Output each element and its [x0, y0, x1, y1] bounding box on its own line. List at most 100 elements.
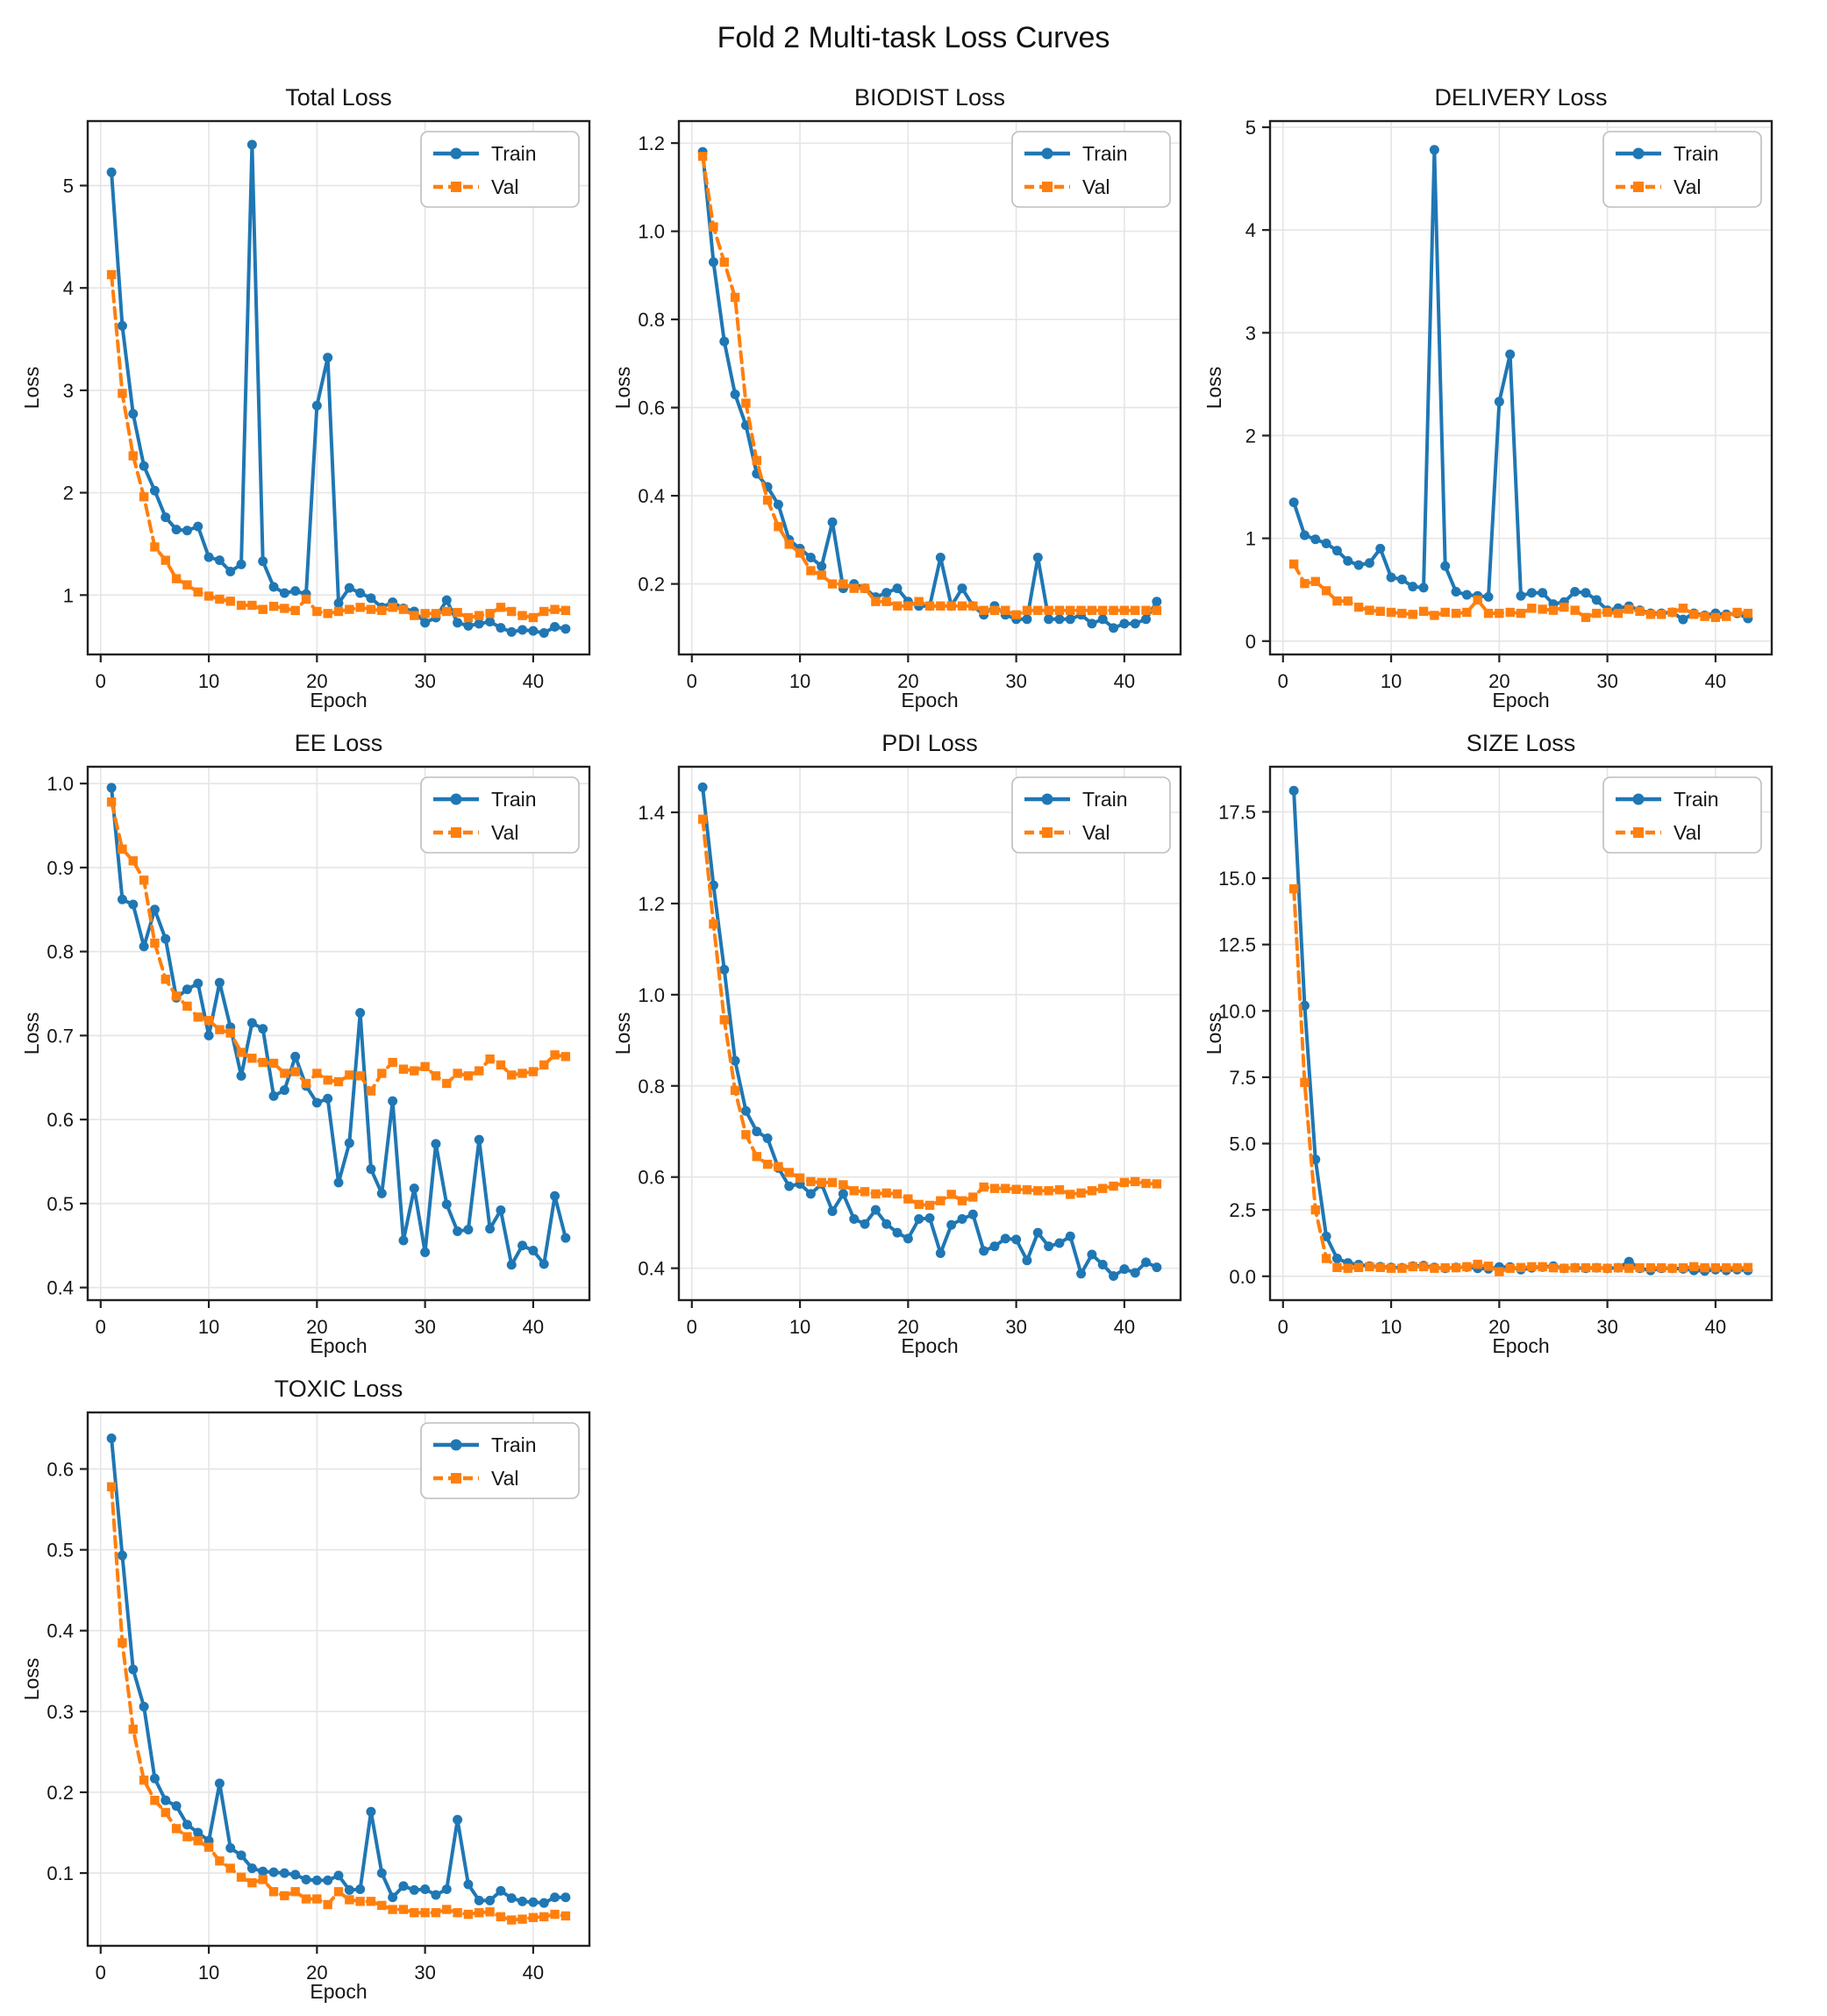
data-point	[1473, 595, 1482, 605]
data-point	[366, 1897, 376, 1906]
x-tick-label: 20	[306, 670, 327, 692]
figure-title: Fold 2 Multi-task Loss Curves	[717, 20, 1110, 54]
data-point	[258, 556, 268, 567]
data-point	[171, 1801, 182, 1812]
data-point	[128, 1724, 138, 1734]
x-tick-label: 20	[306, 1316, 327, 1338]
data-point	[1451, 587, 1461, 597]
data-point	[1022, 1255, 1032, 1266]
series-total-val	[106, 269, 571, 623]
axis-ticks-toxic: 0 10 20 30 40 0.1 0.2 0.3 0.4 0.5 0.6	[46, 1458, 544, 1984]
y-tick-label: 0.2	[638, 574, 665, 596]
data-point	[506, 626, 517, 637]
y-tick-label: 1.0	[46, 773, 74, 795]
y-tick-label: 0.4	[638, 1258, 665, 1280]
data-point	[1527, 1262, 1537, 1272]
data-point	[709, 919, 718, 929]
data-point	[410, 611, 419, 620]
data-point	[388, 1905, 397, 1914]
data-point	[1152, 1262, 1162, 1273]
gridlines-pdi	[679, 767, 1181, 1300]
data-point	[719, 964, 730, 975]
data-point	[1321, 1231, 1331, 1241]
data-point	[827, 579, 838, 589]
data-point	[1386, 607, 1396, 618]
data-point	[355, 1884, 366, 1895]
data-point	[1343, 555, 1353, 566]
data-point	[1678, 604, 1688, 613]
data-point	[149, 485, 160, 496]
data-point	[1386, 572, 1396, 583]
data-point	[697, 782, 708, 792]
legend-label-train: Train	[1082, 142, 1128, 165]
data-point	[849, 1186, 859, 1196]
data-point	[182, 525, 192, 536]
axes-frame	[1268, 119, 1773, 656]
data-point	[215, 594, 225, 604]
data-point	[290, 1887, 300, 1897]
data-point	[225, 1863, 235, 1873]
legend-label-train: Train	[491, 1433, 537, 1456]
data-point	[496, 1205, 506, 1216]
data-point	[128, 451, 138, 461]
data-point	[323, 353, 333, 363]
data-point	[1011, 1234, 1022, 1245]
data-point	[106, 1433, 117, 1443]
data-point	[730, 1085, 740, 1096]
data-point	[388, 1057, 397, 1068]
legend-train-marker-icon	[1632, 793, 1645, 805]
data-point	[1386, 1263, 1396, 1273]
data-point	[441, 1199, 452, 1210]
data-point	[1418, 606, 1429, 616]
data-point	[1033, 605, 1043, 615]
data-point	[376, 1188, 387, 1198]
data-point	[290, 586, 301, 597]
data-point	[280, 1069, 289, 1078]
data-point	[398, 1235, 409, 1246]
legend-label-val: Val	[491, 1467, 519, 1490]
data-point	[1131, 605, 1140, 615]
x-axis-label: Epoch	[1492, 689, 1549, 711]
data-point	[128, 1664, 139, 1675]
y-tick-label: 0.9	[46, 857, 74, 879]
data-point	[1538, 604, 1547, 614]
y-tick-label: 0.8	[638, 1076, 665, 1097]
x-tick-label: 0	[687, 1316, 697, 1338]
data-point	[344, 1138, 354, 1148]
legend-toxic: Train Val	[420, 1422, 580, 1499]
chart-size: 0 10 20 30 40 0.0 2.5 5.0 7.5 10.0 12.5 15.0 17.5 SIZ…	[1203, 730, 1773, 1357]
x-tick-label: 10	[198, 1316, 219, 1338]
data-point	[1440, 561, 1451, 571]
data-point	[203, 591, 214, 601]
y-tick-label: 2	[1245, 425, 1256, 447]
data-point	[957, 583, 967, 594]
x-tick-label: 30	[414, 670, 435, 692]
data-point	[1461, 590, 1472, 600]
data-point	[333, 1177, 344, 1188]
data-point	[517, 1914, 527, 1924]
data-point	[268, 601, 279, 611]
data-point	[1375, 1262, 1385, 1272]
data-point	[1581, 612, 1591, 623]
data-point	[979, 1182, 988, 1192]
data-point	[550, 1190, 560, 1201]
data-point	[1440, 1262, 1450, 1273]
data-point	[1001, 605, 1010, 615]
y-tick-label: 0.6	[638, 1167, 665, 1189]
y-tick-label: 17.5	[1218, 801, 1256, 823]
data-point	[453, 1069, 462, 1078]
series-pdi-val	[697, 814, 1162, 1211]
data-point	[1343, 596, 1352, 606]
data-point	[1331, 546, 1342, 556]
data-point	[182, 1001, 192, 1012]
data-point	[117, 894, 127, 904]
data-point	[441, 595, 452, 605]
data-point	[345, 604, 354, 614]
legend-pdi: Train Val	[1011, 776, 1171, 854]
data-point	[268, 1090, 279, 1101]
data-point	[1722, 611, 1731, 621]
data-point	[1310, 576, 1320, 587]
data-point	[475, 1908, 484, 1918]
y-tick-label: 1.2	[638, 132, 665, 154]
data-point	[1033, 1186, 1043, 1196]
